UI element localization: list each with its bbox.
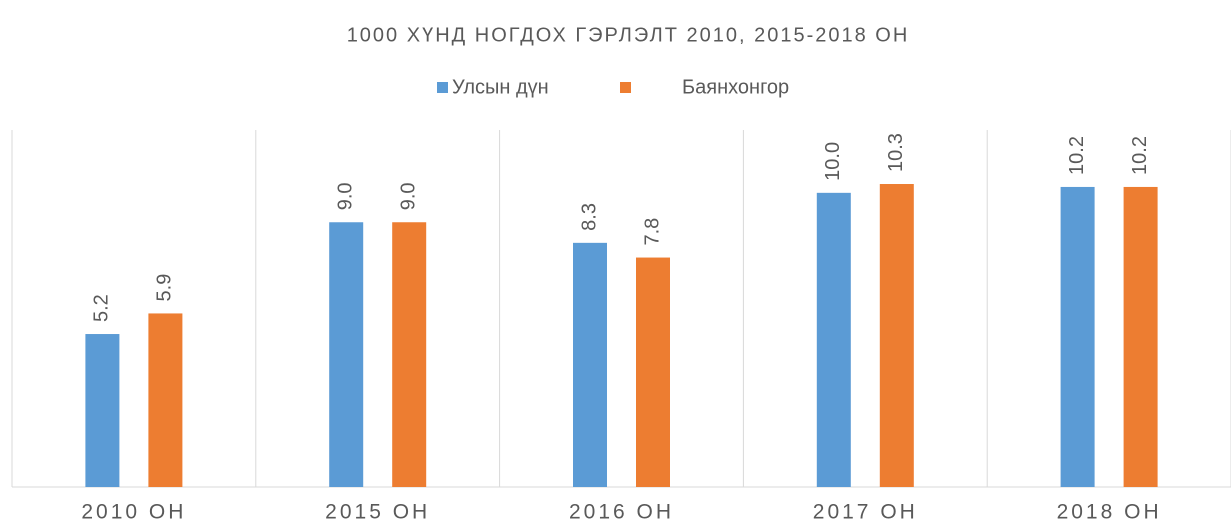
bar (573, 242, 607, 487)
x-tick-label: 2016 ОН (569, 501, 674, 524)
bar (85, 334, 120, 487)
bar (1060, 186, 1095, 487)
data-label: 5.9 (154, 274, 176, 302)
data-label: 9.0 (334, 182, 356, 210)
bar (1123, 186, 1158, 487)
bar (636, 257, 670, 487)
x-tick-label: 2017 ОН (813, 501, 918, 524)
data-label: 10.0 (822, 142, 844, 181)
data-label: 10.2 (1129, 136, 1151, 175)
bar (148, 313, 183, 487)
x-tick-label: 2010 ОН (81, 501, 186, 524)
chart-title: 1000 ХҮНД НОГДОХ ГЭРЛЭЛТ 2010, 2015-2018… (347, 24, 910, 46)
bar (392, 222, 427, 487)
legend-label: Улсын дүн (452, 76, 549, 98)
legend-label: Баянхонгор (682, 76, 789, 98)
legend-swatch (620, 82, 631, 93)
bar (879, 184, 914, 487)
bar (816, 192, 851, 488)
legend-swatch (437, 82, 448, 93)
x-tick-label: 2015 ОН (325, 501, 430, 524)
data-label: 5.2 (91, 294, 113, 322)
bar (329, 222, 364, 487)
data-label: 7.8 (641, 218, 663, 246)
data-label: 10.2 (1066, 136, 1088, 175)
x-tick-label: 2018 ОН (1057, 501, 1162, 524)
data-label: 10.3 (885, 133, 907, 172)
data-label: 9.0 (397, 182, 419, 210)
data-label: 8.3 (578, 203, 600, 231)
